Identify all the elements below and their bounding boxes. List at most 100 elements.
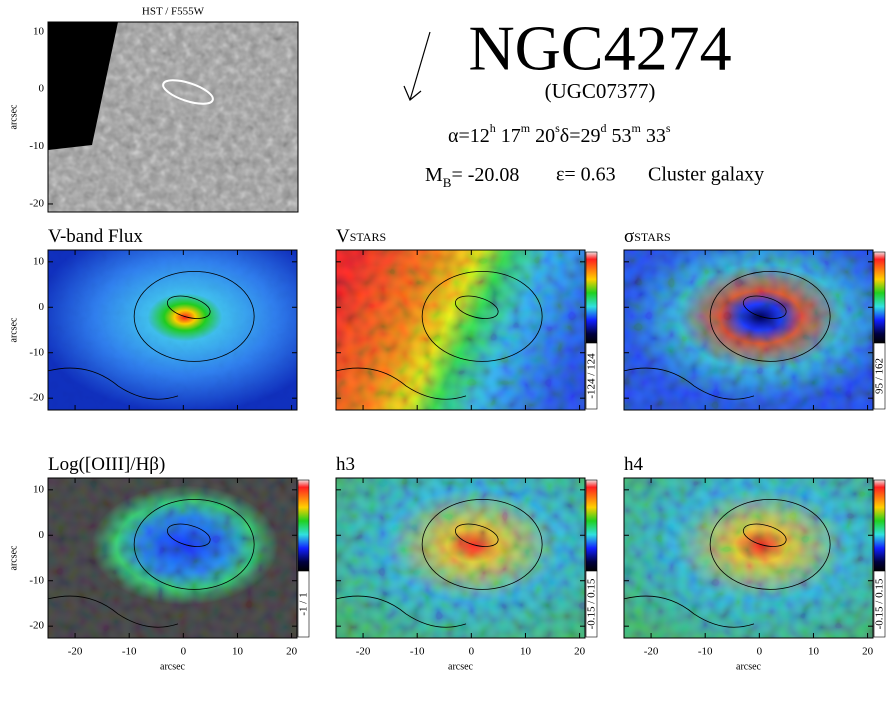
x-tick-label: 0 xyxy=(181,646,187,658)
contour xyxy=(454,523,499,547)
colorbar-label-box xyxy=(873,342,886,410)
map-texture xyxy=(624,250,873,410)
y-tick-label: -20 xyxy=(29,392,44,404)
contour xyxy=(47,367,179,400)
coordinates: α=12h 17m 20sδ=29d 53m 33s xyxy=(448,121,671,147)
magnitude: MB= -20.08 xyxy=(425,164,519,190)
x-tick-label: 20 xyxy=(286,646,298,658)
panel-title: VSTARS xyxy=(336,226,386,247)
map-texture xyxy=(48,250,297,410)
map-panel xyxy=(47,249,298,411)
map-panel xyxy=(335,477,586,639)
map-frame xyxy=(623,249,874,411)
colorbar xyxy=(873,479,886,572)
panel-title-sub: STARS xyxy=(350,230,386,244)
panel-title-sub: STARS xyxy=(634,230,670,244)
x-tick-label: 10 xyxy=(232,646,244,658)
x-tick-label: 0 xyxy=(469,646,475,658)
contour xyxy=(709,498,831,590)
coord-unit: s xyxy=(666,121,671,135)
coord-unit: h xyxy=(490,121,496,135)
panel-title-main: V xyxy=(336,226,350,247)
contour xyxy=(742,295,787,319)
coord-unit: d xyxy=(600,121,606,135)
contour xyxy=(742,523,787,547)
x-axis-label: arcsec xyxy=(736,661,762,672)
colorbar-range: -1 / 1 xyxy=(298,592,310,615)
coord-value: 53 xyxy=(606,125,631,147)
contour xyxy=(623,595,755,628)
colorbar xyxy=(297,479,310,572)
colorbar-label-box xyxy=(297,570,310,638)
x-tick-label: -20 xyxy=(644,646,659,658)
colorbar xyxy=(873,251,886,344)
contour xyxy=(133,498,255,590)
y-tick-label: 10 xyxy=(33,483,45,495)
map-panel xyxy=(623,249,874,411)
map-frame xyxy=(335,249,586,411)
x-tick-label: 10 xyxy=(520,646,532,658)
panel-title: Log([OIII]/Hβ) xyxy=(48,454,165,475)
colorbar-range: -124 / 124 xyxy=(586,353,598,399)
panel-title-main: V-band Flux xyxy=(48,226,143,247)
y-tick-label: -20 xyxy=(29,620,44,632)
x-tick-label: 0 xyxy=(757,646,763,658)
coord-unit: m xyxy=(631,121,641,135)
colorbar-range: -0.15 / 0.15 xyxy=(874,578,886,629)
panel-title-main: Log([OIII]/Hβ) xyxy=(48,454,165,475)
coord-value: δ=29 xyxy=(560,125,601,147)
hst-image xyxy=(47,21,299,213)
y-tick-label: -10 xyxy=(29,346,44,358)
y-tick-label: 10 xyxy=(33,255,45,267)
coord-unit: s xyxy=(555,121,560,135)
x-axis-label: arcsec xyxy=(448,661,474,672)
map-frame xyxy=(47,249,298,411)
map-panel xyxy=(335,249,586,411)
ellipticity: ε= 0.63 xyxy=(556,164,616,186)
coord-unit: m xyxy=(521,121,531,135)
colorbar-label-box xyxy=(585,570,598,638)
coord-value: α=12 xyxy=(448,125,490,147)
contour xyxy=(133,270,255,362)
panel-title: V-band Flux xyxy=(48,226,143,247)
colorbar-range: 95 / 162 xyxy=(874,358,886,394)
map-panel xyxy=(623,477,874,639)
contour xyxy=(623,367,755,400)
y-tick-label: 0 xyxy=(39,301,45,313)
coord-value: 20 xyxy=(530,125,555,147)
map-texture xyxy=(624,478,873,638)
contour xyxy=(454,295,499,319)
y-tick-label: 10 xyxy=(33,25,45,37)
y-tick-label: -10 xyxy=(29,140,44,152)
y-axis-label: arcsec xyxy=(8,545,19,571)
panel-title: σSTARS xyxy=(624,226,671,247)
coord-value: 33 xyxy=(641,125,666,147)
x-tick-label: -20 xyxy=(68,646,83,658)
hst-mask xyxy=(48,22,118,150)
contour xyxy=(335,595,467,628)
colorbar xyxy=(585,251,598,344)
x-tick-label: -10 xyxy=(698,646,713,658)
contour xyxy=(47,595,179,628)
galaxy-name: NGC4274 xyxy=(468,13,731,84)
y-tick-label: -10 xyxy=(29,574,44,586)
mag-symbol: M xyxy=(425,164,443,186)
contour xyxy=(421,270,543,362)
map-panel xyxy=(47,477,298,639)
orientation-arrow xyxy=(403,31,431,101)
colorbar xyxy=(585,479,598,572)
x-tick-label: -20 xyxy=(356,646,371,658)
coord-value: 17 xyxy=(496,125,521,147)
x-tick-label: 10 xyxy=(808,646,820,658)
colorbar-range: -0.15 / 0.15 xyxy=(586,578,598,629)
map-texture xyxy=(48,478,297,638)
panel-title-main: h3 xyxy=(336,454,355,475)
environment: Cluster galaxy xyxy=(648,164,764,186)
hst-title: HST / F555W xyxy=(142,6,205,18)
hst-galaxy xyxy=(162,79,214,105)
y-axis-label: arcsec xyxy=(8,317,19,343)
panel-title-main: h4 xyxy=(624,454,644,475)
map-frame xyxy=(623,477,874,639)
contour xyxy=(421,498,543,590)
